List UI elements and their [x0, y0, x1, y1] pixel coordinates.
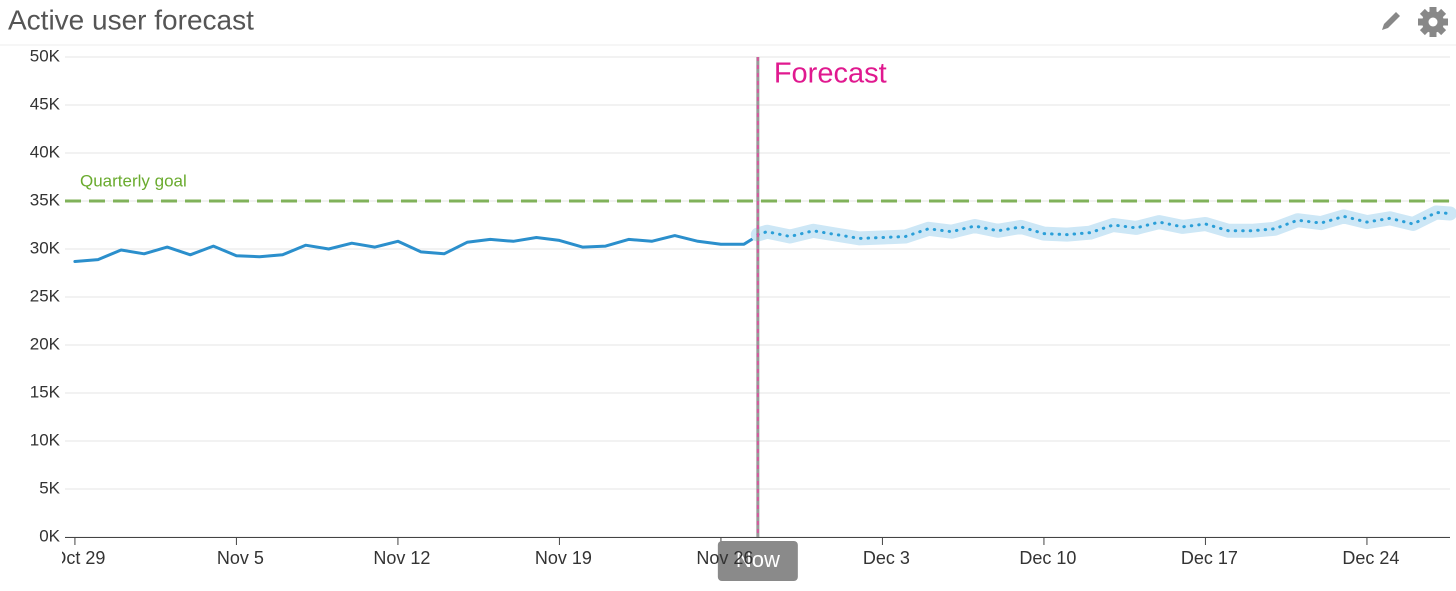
y-tick-label: 15K [30, 382, 61, 401]
chart-title: Active user forecast [8, 4, 254, 35]
x-tick-label: Oct 29 [52, 548, 105, 568]
x-tick-label: Nov 12 [373, 548, 430, 568]
y-tick-label: 10K [30, 430, 61, 449]
edit-icon[interactable] [1382, 12, 1400, 30]
gear-hole [1428, 17, 1438, 27]
y-tick-label: 40K [30, 142, 61, 161]
settings-icon[interactable] [1418, 7, 1448, 37]
y-tick-label: 30K [30, 238, 61, 257]
actual-line [73, 234, 760, 263]
pencil [1382, 12, 1400, 30]
x-tick-label: Dec 3 [863, 548, 910, 568]
x-tick-labels: Oct 29 Nov 5 Nov 12 Nov 19 Nov 26 Dec 3 Dec 10… [52, 548, 1399, 568]
x-tick-label: Dec 24 [1342, 548, 1399, 568]
plot-area [73, 205, 1456, 263]
overlay: Quarterly goal Forecast Now [65, 57, 1450, 581]
y-tick-label: 45K [30, 94, 61, 113]
y-tick-label: 20K [30, 334, 61, 353]
goal-label: Quarterly goal [80, 171, 187, 190]
y-tick-label: 0K [39, 526, 60, 545]
y-tick-label: 5K [39, 478, 60, 497]
now-badge [717, 541, 798, 581]
y-tick-label: 35K [30, 190, 61, 209]
x-tick-label: Nov 19 [535, 548, 592, 568]
forecast-label: Forecast [774, 58, 887, 90]
x-tick-label: Dec 10 [1019, 548, 1076, 568]
forecast-band [750, 205, 1456, 246]
grid: 0K 5K 10K 15K 20K 25K 30K 35K 40K 45K 50K [30, 46, 1450, 545]
y-tick-label: 50K [30, 46, 61, 65]
x-tick-label: Nov 26 [696, 548, 753, 568]
x-tick-label: Nov 5 [217, 548, 264, 568]
y-tick-label: 25K [30, 286, 61, 305]
x-tick-label: Dec 17 [1181, 548, 1238, 568]
now-badge-label: Now [736, 547, 780, 572]
